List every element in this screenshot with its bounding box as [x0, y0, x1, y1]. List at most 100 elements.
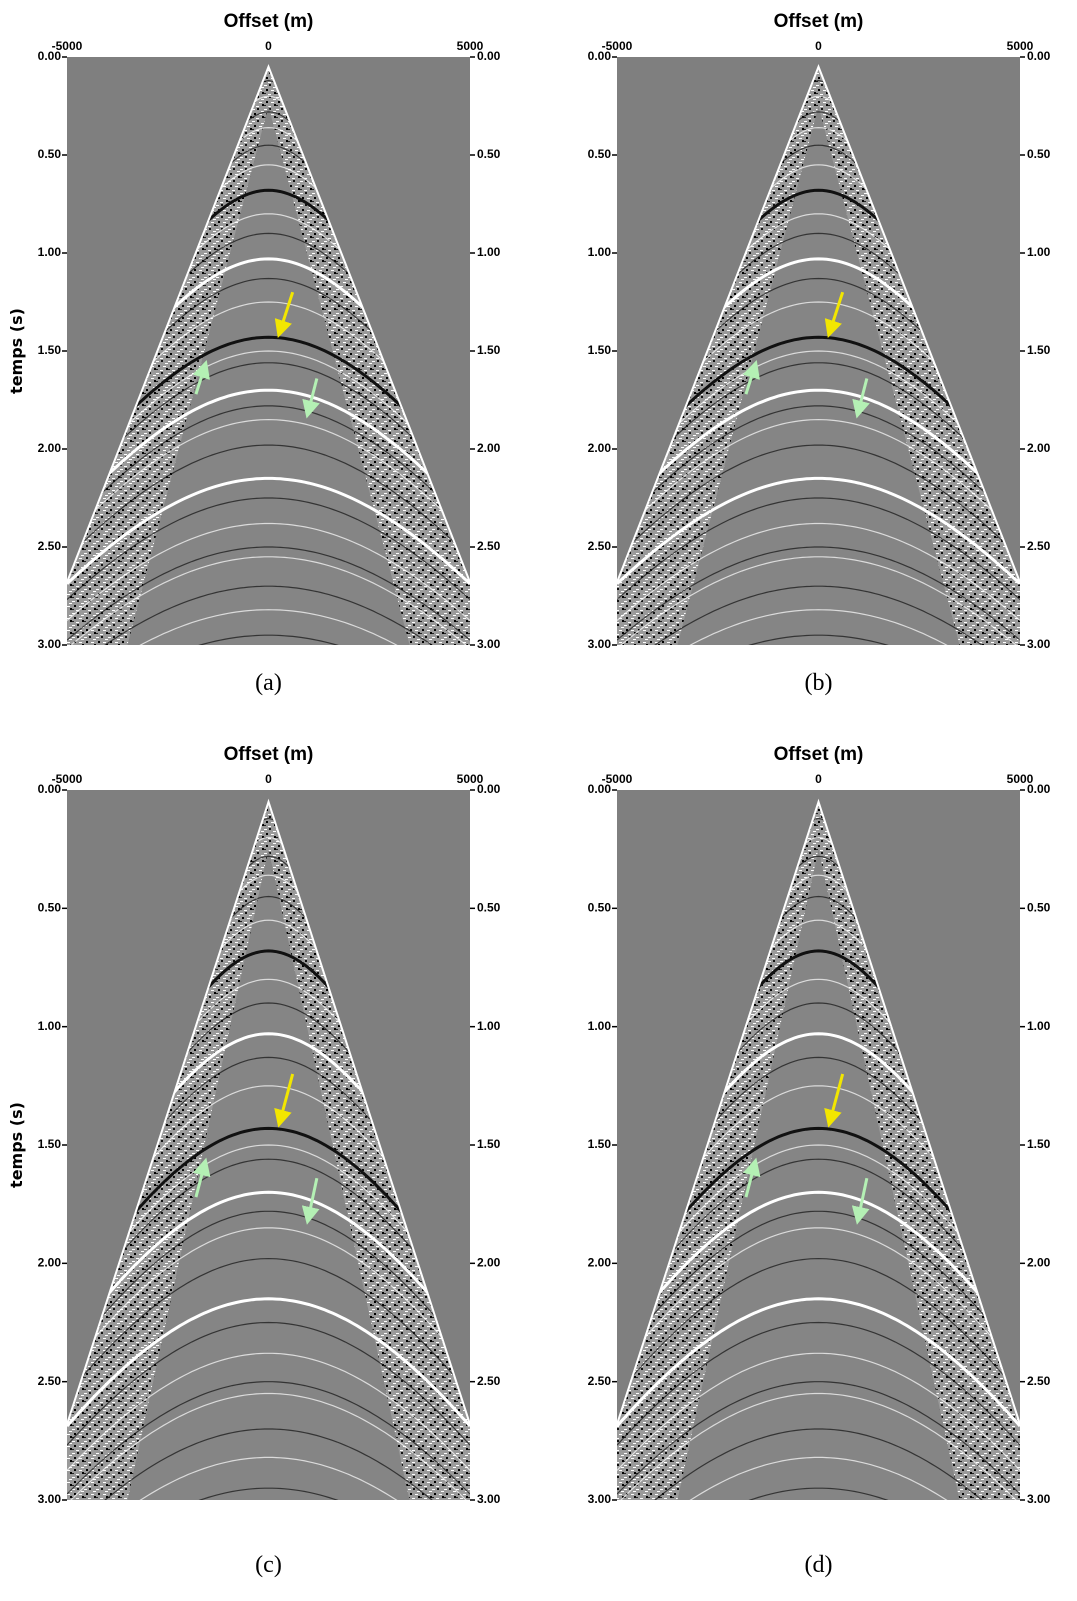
reflection [617, 1487, 1020, 1500]
y-axis-label: temps (s) [7, 308, 26, 394]
annotation-arrow [851, 1177, 870, 1225]
reflection [617, 609, 1020, 646]
x-axis-label: Offset (m) [774, 744, 864, 765]
y-tick-label: 1.00 [38, 245, 62, 259]
reflection [617, 1352, 1020, 1471]
reflection [67, 1456, 470, 1500]
y-tick-label-right: 0.50 [477, 901, 501, 915]
reflection [617, 476, 1020, 585]
y-tick-label-right: 0.00 [477, 49, 501, 63]
y-tick-label-right: 2.00 [477, 1256, 501, 1270]
x-tick-label: 0 [265, 772, 272, 786]
y-tick-label: 2.50 [588, 539, 612, 553]
annotation-arrow [743, 1157, 761, 1198]
x-axis-label: Offset (m) [224, 11, 314, 32]
y-tick-label: 1.00 [588, 1019, 612, 1033]
reflection [617, 1144, 1020, 1312]
annotation-arrow [193, 1157, 211, 1198]
y-tick-label-right: 0.00 [1027, 49, 1051, 63]
y-tick-label: 3.00 [588, 637, 612, 651]
reflection [67, 634, 470, 646]
x-tick-label: 0 [815, 772, 822, 786]
y-tick-label-right: 1.00 [1027, 1019, 1051, 1033]
y-tick-label-right: 2.50 [1027, 1374, 1051, 1388]
cone-edge [616, 64, 1021, 583]
reflection [617, 634, 1020, 646]
annotation-arrow [742, 360, 760, 395]
cone-edge [616, 798, 1021, 1425]
y-tick-label: 0.50 [588, 147, 612, 161]
y-tick-label-right: 1.50 [1027, 1137, 1051, 1151]
reflection [67, 1321, 470, 1446]
reflection [67, 388, 470, 518]
y-tick-label: 2.50 [38, 1374, 62, 1388]
reflection [67, 405, 470, 529]
reflection [67, 1297, 470, 1428]
reflection [617, 546, 1020, 641]
reflection [67, 1428, 470, 1500]
y-tick-label: 0.00 [588, 49, 612, 63]
y-tick-label-right: 1.00 [1027, 245, 1051, 259]
reflection [617, 405, 1020, 529]
reflection [67, 546, 470, 641]
reflection [67, 1487, 470, 1500]
reflection [617, 556, 1020, 646]
reflection [617, 1227, 1020, 1372]
y-tick-label-right: 0.50 [1027, 147, 1051, 161]
reflection [617, 1392, 1020, 1500]
reflection [67, 522, 470, 621]
y-tick-label-right: 1.50 [477, 1137, 501, 1151]
annotation-arrow [274, 291, 295, 339]
y-tick-label-right: 0.50 [1027, 901, 1051, 915]
y-axis-label: temps (s) [7, 1102, 26, 1188]
y-tick-label: 2.00 [588, 1256, 612, 1270]
y-tick-label: 1.50 [588, 343, 612, 357]
annotation-arrow [824, 1073, 845, 1128]
y-tick-label-right: 2.00 [1027, 441, 1051, 455]
y-tick-label-right: 1.50 [477, 343, 501, 357]
reflection [67, 418, 470, 539]
y-tick-label-right: 0.00 [477, 782, 501, 796]
reflection [617, 444, 1020, 558]
x-tick-label: -5000 [52, 772, 83, 786]
y-tick-label: 2.00 [38, 1256, 62, 1270]
caption: (c) [255, 1552, 282, 1578]
y-tick-label-right: 3.00 [1027, 637, 1051, 651]
reflection [617, 1158, 1020, 1322]
reflection [617, 497, 1020, 601]
reflection [67, 362, 470, 498]
y-tick-label: 2.50 [588, 1374, 612, 1388]
reflection [67, 350, 470, 490]
reflection [67, 1190, 470, 1346]
y-tick-label-right: 2.50 [1027, 539, 1051, 553]
y-tick-label: 1.50 [38, 343, 62, 357]
y-tick-label: 0.50 [38, 147, 62, 161]
y-tick-label: 2.50 [38, 539, 62, 553]
y-tick-label-right: 1.50 [1027, 343, 1051, 357]
x-tick-label: 0 [815, 39, 822, 53]
x-tick-label: -5000 [52, 39, 83, 53]
reflection [617, 1257, 1020, 1395]
x-tick-label: 5000 [457, 772, 484, 786]
cone-interior-fill [127, 849, 410, 1500]
reflection [617, 1456, 1020, 1500]
reflection [617, 350, 1020, 490]
reflection [617, 362, 1020, 498]
y-tick-label: 3.00 [588, 1492, 612, 1506]
y-tick-label-right: 3.00 [1027, 1492, 1051, 1506]
y-tick-label-right: 2.00 [1027, 1256, 1051, 1270]
reflection [617, 1297, 1020, 1428]
reflection [617, 418, 1020, 539]
reflection [617, 1190, 1020, 1346]
caption: (b) [805, 670, 833, 696]
y-tick-label: 1.00 [588, 245, 612, 259]
reflection [617, 522, 1020, 621]
cone-edge [66, 798, 471, 1425]
annotation-arrow [274, 1073, 295, 1128]
y-tick-label-right: 0.00 [1027, 782, 1051, 796]
reflection [617, 388, 1020, 518]
y-tick-label: 2.00 [38, 441, 62, 455]
